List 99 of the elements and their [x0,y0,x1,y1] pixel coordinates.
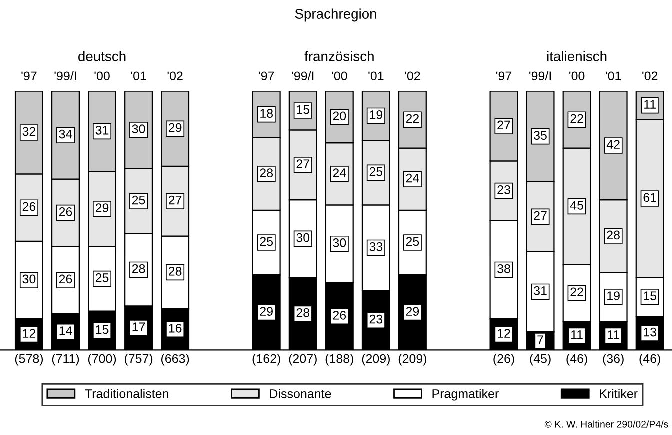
data-label: 11 [608,330,620,340]
data-label: 18 [260,109,274,118]
text: © K. W. Haltiner 290/02/P4/s [544,420,668,428]
data-label: 13 [644,328,656,337]
data-label: 30 [296,233,310,242]
data-label: 19 [370,110,383,120]
text: (45) [530,354,551,366]
text: (46) [566,354,588,366]
text: französisch [304,51,374,62]
data-label: 30 [333,238,346,248]
data-label: 26 [22,202,36,212]
data-label: 15 [297,105,310,114]
data-label: 7 [538,336,544,344]
text: (26) [494,354,514,366]
data-label: 28 [607,230,620,240]
x-tick-label: '02 [642,72,658,81]
x-tick-label: '00 [94,72,110,81]
x-tick-label: '97 [259,72,274,81]
text: (36) [603,354,624,366]
x-tick-label: '99/I [292,71,314,81]
data-label: 22 [570,114,584,124]
data-label: 16 [169,324,182,333]
data-label: 22 [570,288,584,296]
data-label: 26 [59,274,72,284]
data-label: 31 [96,126,109,135]
data-label: 25 [96,274,109,282]
text: (700) [88,354,116,366]
data-label: 34 [59,130,72,139]
legend-label: Dissonante [270,389,332,398]
x-tick-label: '01 [368,72,384,81]
legend-label: Traditionalisten [85,389,168,398]
x-tick-label: '00 [570,72,585,81]
x-tick-label: '02 [168,72,183,81]
data-label: 28 [296,308,310,318]
x-tick-label: '99/I [54,71,76,81]
legend-label: Pragmatiker [432,389,499,401]
data-label: 30 [132,124,146,134]
data-label: 32 [22,127,36,136]
data-label: 27 [296,160,310,168]
data-label: 25 [132,196,146,205]
data-label: 28 [260,168,274,178]
data-label: 15 [96,325,109,334]
text: (663) [161,354,190,366]
data-label: 25 [406,237,420,246]
data-label: 23 [498,186,510,194]
text: (711) [52,354,80,366]
x-tick-label: '02 [405,72,420,81]
data-label: 25 [260,237,274,246]
data-label: 28 [168,267,182,276]
data-label: 17 [132,322,146,332]
text: (578) [15,354,44,366]
data-label: 42 [606,140,620,149]
chart-title: Sprachregion [295,8,376,22]
data-label: 22 [406,114,420,124]
data-label: 26 [59,208,72,216]
data-label: 35 [534,131,547,140]
data-label: 27 [534,211,547,220]
data-label: 61 [644,193,656,202]
data-label: 33 [370,242,383,252]
data-label: 29 [406,307,420,316]
data-label: 45 [570,201,584,210]
data-label: 28 [132,264,146,274]
text: (209) [362,354,390,366]
data-label: 14 [60,326,72,336]
x-tick-label: '97 [22,72,37,81]
x-tick-label: '97 [496,72,512,81]
data-label: 24 [406,174,420,183]
x-tick-label: '99/I [530,71,551,81]
data-label: 23 [370,314,383,324]
x-tick-label: '01 [131,72,146,81]
data-label: 24 [333,168,346,178]
data-label: 30 [22,274,36,284]
text: (46) [640,354,660,366]
data-label: 11 [644,100,656,109]
text: (207) [289,354,317,366]
text: (188) [326,354,354,366]
data-label: 38 [498,264,510,274]
data-label: 12 [498,329,510,338]
data-label: 31 [534,286,547,296]
text: (162) [252,354,280,366]
text: (209) [398,354,427,366]
data-label: 27 [498,120,510,130]
data-label: 29 [96,204,109,212]
data-label: 26 [333,311,346,320]
data-label: 27 [168,196,182,205]
data-label: 20 [333,112,346,121]
text: deutsch [78,51,126,62]
data-label: 15 [644,292,657,300]
data-label: 19 [608,292,620,300]
data-label: 11 [572,330,583,340]
text: italienisch [547,51,607,62]
data-label: 25 [370,167,383,176]
data-label: 12 [23,329,36,338]
x-tick-label: '01 [606,72,622,81]
text: (757) [124,354,153,366]
x-tick-label: '00 [332,72,348,81]
legend-label: Kritiker [600,389,638,398]
data-label: 29 [168,123,182,132]
data-label: 29 [260,307,273,316]
